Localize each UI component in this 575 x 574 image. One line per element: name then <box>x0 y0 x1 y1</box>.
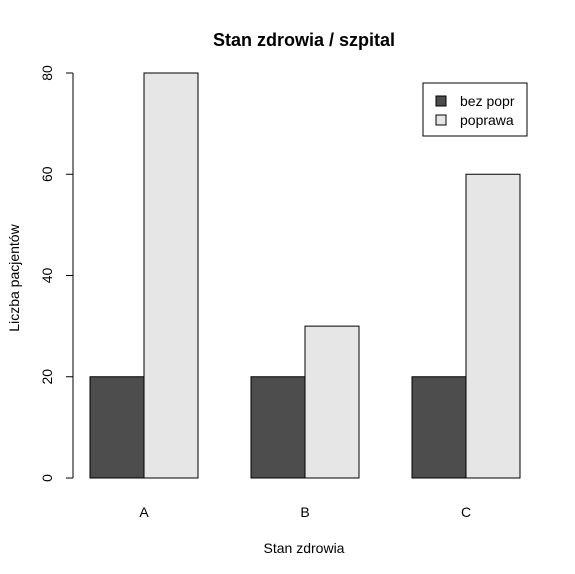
x-tick-label: A <box>139 504 149 520</box>
legend: bez popr poprawa <box>422 82 528 137</box>
bar-B-bez-popr <box>250 376 306 479</box>
bar-A-bez-popr <box>89 376 145 479</box>
bars <box>89 72 521 479</box>
y-tick-label: 40 <box>39 268 55 284</box>
x-tick-labels: A B C <box>139 504 471 520</box>
y-axis: 0 20 40 60 80 <box>39 65 74 482</box>
y-tick-label: 60 <box>39 166 55 182</box>
bar-C-bez-popr <box>411 376 467 479</box>
bar-A-poprawa <box>143 72 199 479</box>
y-tick-label: 80 <box>39 65 55 81</box>
x-tick-label: B <box>300 504 309 520</box>
bar-C-poprawa <box>465 173 521 479</box>
legend-label-poprawa: poprawa <box>460 112 514 128</box>
legend-label-bez-popr: bez popr <box>460 93 515 109</box>
x-tick-label: C <box>461 504 471 520</box>
legend-swatch-bez-popr <box>435 95 447 107</box>
legend-box <box>422 82 528 137</box>
chart-title: Stan zdrowia / szpital <box>213 30 395 50</box>
bar-B-poprawa <box>304 325 360 479</box>
y-tick-label: 20 <box>39 369 55 385</box>
x-axis-label: Stan zdrowia <box>264 540 345 556</box>
y-axis-label: Liczba pacjentów <box>6 223 22 331</box>
y-tick-label: 0 <box>39 474 55 482</box>
legend-swatch-poprawa <box>435 114 447 126</box>
